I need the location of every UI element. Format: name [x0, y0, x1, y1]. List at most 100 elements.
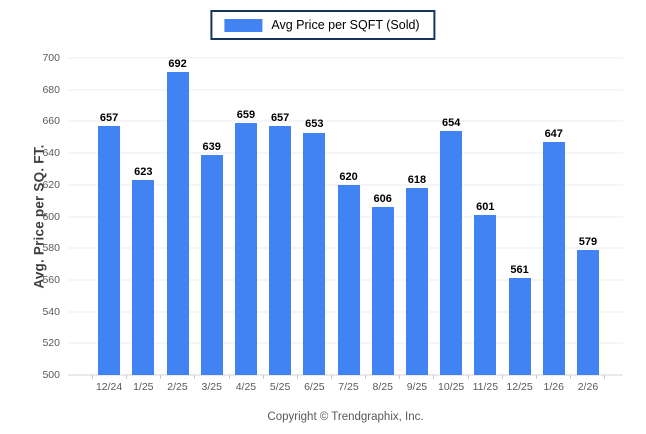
bar-cell: 657: [92, 58, 126, 375]
bar: [405, 187, 428, 375]
bar-value-label: 692: [168, 58, 187, 70]
bar: [576, 249, 599, 375]
x-tick-label: 2/26: [577, 381, 599, 393]
x-tick-label: 1/26: [543, 381, 564, 393]
bar-cell: 659: [229, 58, 263, 375]
bar: [234, 123, 257, 375]
bar: [371, 207, 394, 375]
x-ticks: [68, 375, 623, 380]
bar-cell: 579: [571, 58, 605, 375]
bar-cell: 657: [263, 58, 297, 375]
x-axis-tick: [365, 375, 399, 379]
x-axis-tick: [160, 375, 194, 379]
x-axis-tick: [433, 375, 467, 379]
bar-cell: 623: [126, 58, 160, 375]
x-tick-label: 4/25: [235, 381, 257, 393]
bar: [303, 132, 326, 375]
x-tick-label: 12/25: [506, 381, 533, 393]
y-tick-label: 620: [42, 178, 60, 191]
bar-value-label: 659: [236, 108, 256, 121]
y-tick-label: 680: [42, 83, 60, 96]
bar-cell: 620: [331, 58, 365, 375]
x-axis-tick: [330, 375, 365, 379]
bar: [98, 126, 121, 375]
gridline: [68, 120, 623, 122]
bar-value-label: 653: [305, 118, 324, 131]
x-axis-tick: [535, 375, 570, 379]
bar-value-label: 579: [578, 235, 598, 248]
x-tick-label: 12/24: [95, 381, 123, 393]
gridline: [68, 89, 623, 91]
bar-value-label: 620: [339, 170, 358, 183]
bar-value-label: 618: [407, 173, 427, 186]
bar-cell: 647: [537, 58, 571, 375]
x-tick-label: 2/25: [167, 381, 188, 393]
bar: [132, 180, 155, 375]
x-tick-label: 1/25: [133, 381, 154, 393]
bar: [200, 154, 223, 375]
x-axis-tick: [569, 375, 606, 379]
y-tick-label: 700: [42, 52, 60, 64]
gridline: [68, 152, 623, 154]
x-tick-label: 9/25: [406, 381, 428, 393]
x-axis-tick: [501, 375, 536, 379]
x-axis-tick: [296, 375, 331, 379]
y-tick-label: 500: [42, 369, 60, 381]
bars: 657 623 692 639 659 657 653 620 606 618 654 601 561 6…: [68, 58, 623, 375]
x-tick-label: 7/25: [338, 381, 359, 393]
bar-cell: 606: [366, 58, 400, 375]
gridline: [68, 57, 623, 59]
legend-color-swatch: [224, 18, 263, 32]
bar-cell: 653: [297, 58, 331, 375]
x-tick-label: 5/25: [269, 381, 291, 393]
y-axis-labels: 500 520 540 560 580 600 620 640 660 680 700: [0, 52, 60, 381]
copyright-footer: Copyright © Trendgraphix, Inc.: [267, 411, 424, 423]
bar-value-label: 606: [373, 192, 392, 205]
x-tick-label: 10/25: [437, 381, 465, 393]
bar: [269, 126, 292, 375]
bar-value-label: 657: [99, 112, 119, 125]
x-tick-label: 11/25: [472, 381, 499, 393]
bar-cell: 561: [502, 58, 536, 375]
bar-value-label: 654: [441, 116, 461, 129]
bar-value-label: 639: [202, 140, 221, 153]
bar-value-label: 623: [134, 165, 153, 178]
x-axis-tick: [262, 375, 297, 379]
bar: [440, 130, 463, 375]
gridline: [68, 374, 623, 376]
bar-value-label: 647: [544, 127, 563, 140]
bar-value-label: 601: [476, 200, 495, 213]
x-tick-label: 8/25: [372, 381, 393, 393]
bar: [508, 278, 531, 375]
x-axis-labels: 12/24 1/25 2/25 3/25 4/25 5/25 6/25 7/25 8/25 9/2…: [68, 381, 623, 397]
chart-legend: Avg Price per SQFT (Sold): [210, 10, 436, 40]
bar-value-label: 657: [270, 112, 290, 125]
bar-cell: 692: [160, 58, 194, 375]
x-axis-tick: [126, 375, 160, 379]
x-axis-tick: [228, 375, 263, 379]
bar-cell: 618: [400, 58, 434, 375]
bar-value-label: 561: [510, 264, 529, 277]
y-tick-label: 640: [42, 147, 60, 160]
bar: [166, 72, 189, 375]
y-tick-label: 660: [42, 115, 60, 128]
x-axis-tick: [399, 375, 433, 379]
x-tick-label: 6/25: [304, 381, 325, 393]
y-tick-label: 580: [42, 242, 60, 255]
bar-cell: 601: [468, 58, 502, 375]
bar: [474, 214, 497, 375]
x-axis-tick: [467, 375, 502, 379]
y-tick-label: 560: [42, 273, 60, 286]
bar: [542, 142, 565, 375]
y-tick-label: 540: [42, 305, 60, 318]
legend-label: Avg Price per SQFT (Sold): [271, 18, 420, 32]
y-tick-label: 520: [42, 337, 60, 350]
y-tick-label: 600: [42, 210, 60, 223]
plot-area: 657 623 692 639 659 657 653 620 606 618 654 601 561 6…: [68, 57, 623, 376]
bar: [337, 184, 360, 375]
bar-cell: 639: [195, 58, 229, 375]
x-tick-label: 3/25: [201, 381, 222, 393]
x-axis-tick: [92, 375, 126, 379]
bar-cell: 654: [434, 58, 468, 375]
